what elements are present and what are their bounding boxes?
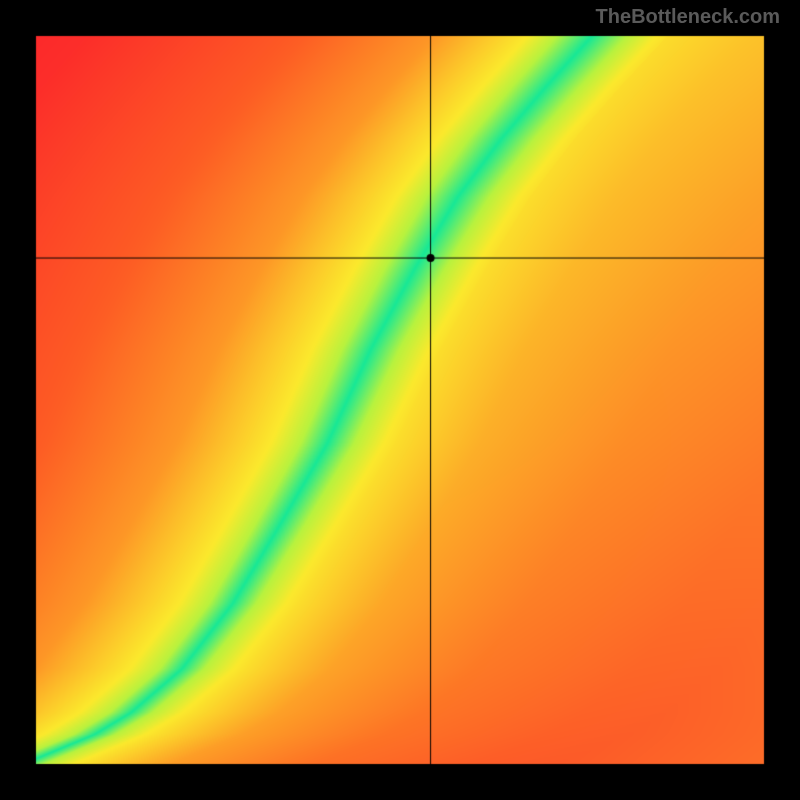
chart-container: TheBottleneck.com: [0, 0, 800, 800]
heatmap-canvas: [0, 0, 800, 800]
watermark-text: TheBottleneck.com: [596, 6, 780, 29]
